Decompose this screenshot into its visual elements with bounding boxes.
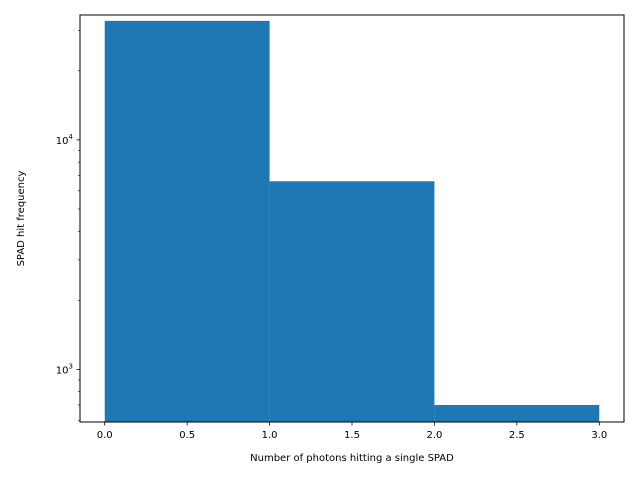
y-tick-label: 104 [56, 133, 74, 147]
x-tick-label: 0.0 [97, 430, 113, 441]
x-tick-label: 1.5 [344, 430, 360, 441]
y-axis-label: SPAD hit frequency [16, 171, 27, 267]
x-tick-label: 1.0 [262, 430, 278, 441]
histogram-bar-2 [434, 404, 600, 422]
x-axis-label: Number of photons hitting a single SPAD [250, 453, 454, 464]
x-tick-label: 0.5 [179, 430, 195, 441]
x-tick-label: 2.0 [426, 430, 442, 441]
x-axis-ticks: 0.0 0.5 1.0 1.5 2.0 2.5 3.0 [97, 422, 607, 441]
histogram-bar-1 [269, 181, 435, 422]
x-tick-label: 3.0 [591, 430, 607, 441]
histogram-bar-0 [104, 20, 270, 422]
x-tick-label: 2.5 [509, 430, 525, 441]
y-tick-label: 103 [56, 362, 73, 376]
y-axis-ticks: 103 104 [56, 30, 80, 421]
bars-group [104, 20, 600, 422]
